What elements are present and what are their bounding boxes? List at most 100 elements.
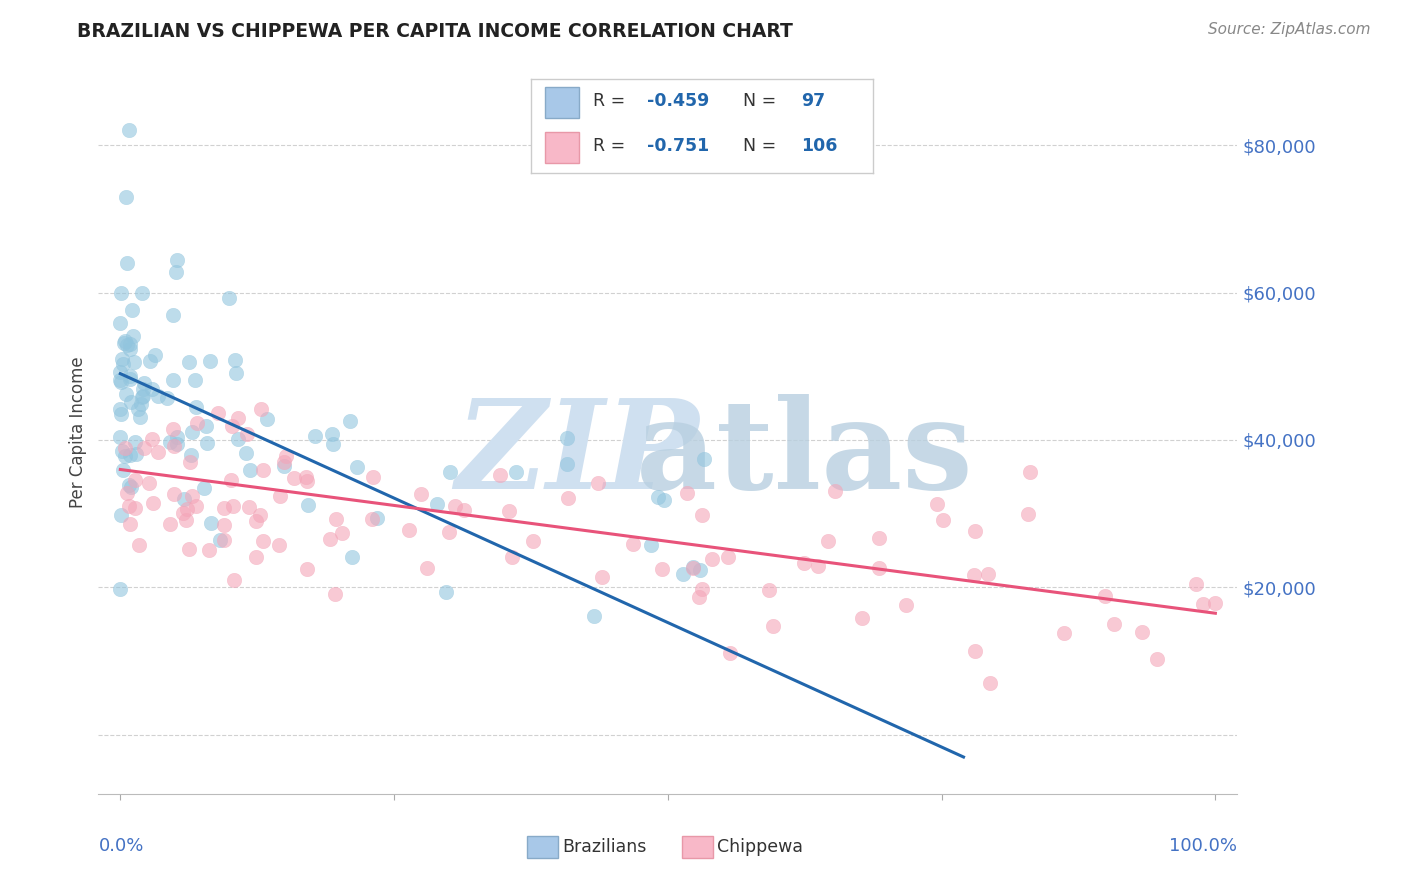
Point xyxy=(1102,616,1125,631)
Point xyxy=(437,525,460,540)
Point xyxy=(166,252,188,267)
Point xyxy=(256,411,278,425)
Point xyxy=(1130,625,1153,640)
Point xyxy=(621,537,644,551)
Point xyxy=(120,517,142,532)
Point xyxy=(127,402,149,417)
Point xyxy=(143,348,166,362)
Point xyxy=(224,573,246,587)
Point xyxy=(692,582,714,596)
Point xyxy=(222,499,245,513)
Point xyxy=(180,489,202,503)
Point xyxy=(166,430,188,444)
Point xyxy=(118,123,141,137)
Point xyxy=(111,443,134,458)
Text: ZIP: ZIP xyxy=(456,393,699,515)
Point xyxy=(212,518,235,533)
Point xyxy=(209,533,232,548)
Point xyxy=(193,482,215,496)
Point xyxy=(112,463,135,477)
Point xyxy=(682,561,704,575)
Point xyxy=(868,560,890,574)
Point xyxy=(129,397,152,411)
Point xyxy=(868,532,890,546)
Point xyxy=(110,286,132,301)
Point xyxy=(176,502,198,516)
Point xyxy=(134,441,156,455)
Point xyxy=(122,355,145,369)
Point xyxy=(141,432,163,446)
Point xyxy=(110,373,132,387)
Point xyxy=(894,599,917,613)
Point xyxy=(273,455,295,469)
Point xyxy=(807,559,830,574)
Point xyxy=(184,401,207,415)
Point xyxy=(963,643,986,657)
Point xyxy=(110,316,132,330)
Point xyxy=(555,458,578,472)
Point xyxy=(218,291,240,305)
Point xyxy=(762,619,785,633)
Point xyxy=(174,513,197,527)
Point xyxy=(163,439,186,453)
Text: atlas: atlas xyxy=(636,393,973,515)
Text: 0.0%: 0.0% xyxy=(98,838,143,855)
Point xyxy=(591,570,613,584)
Point xyxy=(235,446,257,460)
Text: Chippewa: Chippewa xyxy=(717,838,803,856)
Point xyxy=(115,256,138,270)
Point xyxy=(225,367,247,381)
Point xyxy=(200,516,222,531)
Point xyxy=(114,190,136,204)
Point xyxy=(925,498,948,512)
Point xyxy=(439,465,461,479)
Text: BRAZILIAN VS CHIPPEWA PER CAPITA INCOME CORRELATION CHART: BRAZILIAN VS CHIPPEWA PER CAPITA INCOME … xyxy=(77,22,793,41)
Point xyxy=(498,504,520,518)
Point xyxy=(693,452,716,467)
Point xyxy=(120,480,142,494)
Point xyxy=(110,408,132,422)
Point xyxy=(963,567,986,582)
Point xyxy=(793,556,815,570)
Point xyxy=(283,470,305,484)
Point xyxy=(181,425,204,440)
Point xyxy=(110,365,132,379)
Point xyxy=(586,475,609,490)
Point xyxy=(269,489,291,503)
Point xyxy=(979,676,1001,690)
Point xyxy=(131,285,153,300)
Point xyxy=(416,561,439,575)
Point xyxy=(1094,590,1116,604)
Point xyxy=(118,499,141,513)
Point xyxy=(1184,577,1206,591)
Point xyxy=(120,342,142,356)
Point xyxy=(273,458,295,473)
Point xyxy=(671,567,693,582)
Point xyxy=(224,352,246,367)
Point xyxy=(114,336,136,351)
Point xyxy=(817,534,839,549)
Point xyxy=(297,498,319,512)
Point xyxy=(245,514,267,528)
Point xyxy=(120,337,142,351)
Point xyxy=(110,375,132,389)
Point xyxy=(824,484,846,499)
Point xyxy=(124,473,146,487)
Point xyxy=(582,608,605,623)
Point xyxy=(120,395,142,409)
Point xyxy=(717,550,740,565)
Point xyxy=(128,538,150,552)
Point xyxy=(177,541,200,556)
Point xyxy=(522,534,544,549)
Point xyxy=(129,409,152,424)
Point xyxy=(489,467,512,482)
Point xyxy=(122,328,145,343)
Point xyxy=(319,533,342,547)
Point xyxy=(682,560,704,574)
Point xyxy=(690,508,713,523)
Point xyxy=(1146,651,1168,665)
Point xyxy=(114,449,136,463)
Point xyxy=(212,501,235,516)
Point xyxy=(134,376,156,390)
Point xyxy=(235,427,257,442)
